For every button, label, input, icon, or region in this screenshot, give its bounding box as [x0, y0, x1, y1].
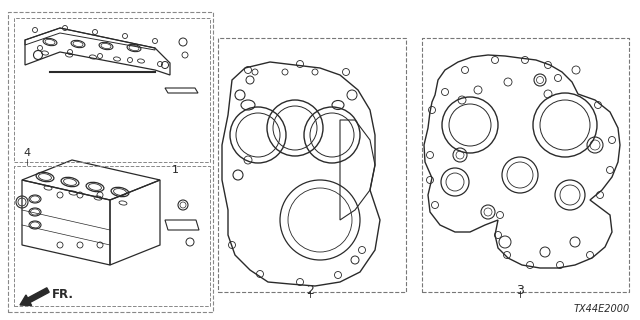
- Text: 4: 4: [23, 148, 30, 158]
- Text: TX44E2000: TX44E2000: [573, 304, 630, 314]
- Text: FR.: FR.: [52, 287, 74, 300]
- Text: 2: 2: [306, 284, 314, 297]
- FancyArrow shape: [20, 288, 49, 306]
- Text: 1: 1: [172, 165, 179, 175]
- Text: 3: 3: [516, 284, 524, 297]
